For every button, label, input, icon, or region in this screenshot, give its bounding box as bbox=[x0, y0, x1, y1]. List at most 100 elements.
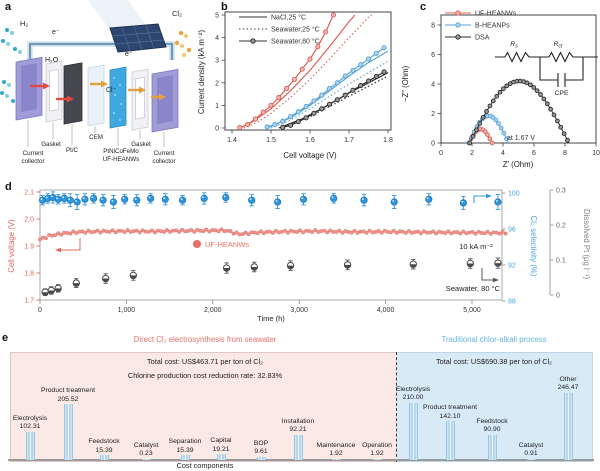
svg-text:UF-HEANWs: UF-HEANWs bbox=[103, 156, 139, 163]
seawater-total-cost: Total cost: US$463.71 per ton of Cl₂ bbox=[147, 357, 263, 366]
gasket-left-plate bbox=[45, 60, 63, 123]
h2-molecules bbox=[0, 28, 22, 106]
gasket-right-plate bbox=[131, 68, 149, 131]
svg-text:Pt/C: Pt/C bbox=[66, 147, 79, 154]
seawater-process-title: Direct Cl₂ electrosynthesis from seawate… bbox=[133, 335, 277, 344]
bar-name-label: Electrolysis bbox=[12, 414, 48, 422]
baseline-axis bbox=[8, 458, 594, 461]
solar-panel-icon bbox=[109, 23, 167, 53]
bar-value-label: 9.61 bbox=[254, 448, 268, 456]
cl-arrows bbox=[90, 80, 166, 101]
bar-name-label: Installation bbox=[281, 417, 315, 425]
cost-bar bbox=[99, 455, 109, 460]
svg-text:1.7: 1.7 bbox=[24, 298, 34, 305]
svg-text:2,000: 2,000 bbox=[204, 307, 222, 314]
svg-text:Current: Current bbox=[23, 150, 44, 157]
bar-value-label: 205.52 bbox=[57, 395, 79, 403]
e-xlabel: Cost components bbox=[176, 461, 234, 470]
panel-letter-b: b bbox=[221, 1, 228, 13]
bar-name-label: Electrolysis bbox=[395, 385, 431, 393]
chlor-alkali-process-title: Traditional chlor-alkali process bbox=[441, 335, 547, 344]
svg-text:0: 0 bbox=[38, 307, 42, 314]
svg-text:NaCl,25 °C: NaCl,25 °C bbox=[271, 14, 306, 22]
cost-bar bbox=[256, 456, 266, 460]
svg-text:0.2: 0.2 bbox=[556, 223, 566, 230]
b-ylabel: Current density (kA m⁻²) bbox=[197, 29, 206, 114]
bar-name-label: Other bbox=[559, 375, 577, 383]
process-divider bbox=[396, 352, 397, 462]
catalyst-plate bbox=[109, 66, 127, 129]
svg-text:8: 8 bbox=[563, 150, 567, 157]
svg-text:UF-HEANWs: UF-HEANWs bbox=[475, 11, 517, 18]
bar-value-label: 210.00 bbox=[402, 394, 424, 402]
rs-label: Rs bbox=[510, 41, 518, 50]
bar-name-label: Product treatment bbox=[422, 404, 478, 412]
svg-text:1.9: 1.9 bbox=[24, 244, 34, 251]
c-xlabel: Z′ (Ohm) bbox=[503, 160, 534, 169]
cost-bar bbox=[180, 455, 190, 460]
b-xlabel: Cell voltage (V) bbox=[283, 151, 337, 160]
svg-text:1: 1 bbox=[215, 103, 219, 110]
svg-text:4: 4 bbox=[431, 82, 435, 89]
cost-reduction-note: Chlorine production cost reduction rate:… bbox=[127, 371, 283, 380]
svg-text:96: 96 bbox=[508, 227, 516, 234]
svg-text:CEM: CEM bbox=[89, 134, 103, 141]
h2o-arrows bbox=[30, 82, 74, 103]
panel-e-cost-chart: Direct Cl₂ electrosynthesis from seawate… bbox=[0, 330, 600, 471]
svg-text:Current: Current bbox=[154, 150, 175, 157]
bar-name-label: BOP bbox=[253, 439, 269, 447]
d-series-selectivity bbox=[38, 191, 502, 210]
bar-name-label: Maintenance bbox=[316, 441, 356, 449]
svg-text:0.1: 0.1 bbox=[556, 258, 566, 265]
panel-a-schematic: H₂ Cl₂ e⁻ e⁻ H₂O Cl⁻ Current collector G… bbox=[0, 0, 192, 165]
c-legend-item: UF-HEANWs bbox=[445, 10, 517, 18]
bar-value-label: 142.10 bbox=[439, 412, 461, 420]
c-ylabel: −Z″ (Ohm) bbox=[401, 65, 410, 102]
panel-letter-a: a bbox=[5, 1, 12, 13]
cem-plate bbox=[87, 64, 105, 127]
svg-text:Seawater,80 °C: Seawater,80 °C bbox=[271, 38, 320, 46]
svg-text:3,000: 3,000 bbox=[290, 307, 308, 314]
svg-text:4,000: 4,000 bbox=[377, 307, 395, 314]
seawater-process-box bbox=[10, 352, 399, 462]
svg-text:4: 4 bbox=[215, 35, 219, 42]
bar-name-label: Separation bbox=[168, 438, 202, 446]
c-semicircle-DSA bbox=[467, 78, 570, 146]
bar-value-label: 19.21 bbox=[212, 445, 230, 453]
legend-marker-uf-heanws bbox=[193, 240, 201, 248]
bar-value-label: 1.92 bbox=[370, 450, 384, 457]
svg-text:Seawater,25 °C: Seawater,25 °C bbox=[271, 26, 320, 34]
panel-letter-d: d bbox=[5, 181, 12, 193]
c-annotation: at 1.67 V bbox=[507, 135, 535, 142]
d-series-dissolved-pt bbox=[41, 257, 502, 297]
cost-bar bbox=[408, 402, 418, 460]
cost-bar bbox=[293, 434, 303, 460]
leader-lines bbox=[27, 120, 165, 147]
equivalent-circuit-icon bbox=[495, 51, 598, 87]
wire bbox=[28, 42, 174, 60]
svg-text:1.8: 1.8 bbox=[383, 137, 393, 144]
svg-text:100: 100 bbox=[508, 191, 520, 198]
svg-text:B-HEANPs: B-HEANPs bbox=[475, 23, 510, 30]
d-plot-frame bbox=[39, 189, 503, 301]
d-ylabel-selectivity: Cl₂ selectivity (%) bbox=[529, 216, 538, 277]
bar-name-label: Catalyst bbox=[518, 441, 544, 449]
cl2-label: Cl₂ bbox=[172, 9, 182, 18]
bar-name-label: Feedstock bbox=[476, 417, 508, 425]
bar-value-label: 102.31 bbox=[19, 423, 41, 431]
svg-text:8: 8 bbox=[431, 23, 435, 30]
panel-c-nyquist-chart: 0 2 4 6 8 10 0 2 4 6 8 UF-HEANWs B-HEANPs DSA Z′ (Ohm… bbox=[401, 10, 600, 169]
b-series bbox=[282, 75, 389, 129]
svg-text:10: 10 bbox=[592, 150, 600, 157]
component-labels: Current collector Gasket Pt/C CEM PtNiCo… bbox=[21, 134, 175, 165]
bar-value-label: 15.39 bbox=[176, 446, 194, 454]
d-condition-label: Seawater, 80 °C bbox=[446, 284, 501, 293]
svg-text:1.8: 1.8 bbox=[24, 271, 34, 278]
c-legend-item: DSA bbox=[445, 34, 490, 42]
chloride-label: Cl⁻ bbox=[106, 87, 117, 94]
svg-text:0.3: 0.3 bbox=[556, 188, 566, 195]
bar-name-label: Catalyst bbox=[133, 441, 159, 449]
bar-value-label: 90.90 bbox=[483, 426, 501, 434]
d-series-cell-voltage bbox=[38, 227, 508, 242]
cost-bar bbox=[445, 421, 455, 460]
